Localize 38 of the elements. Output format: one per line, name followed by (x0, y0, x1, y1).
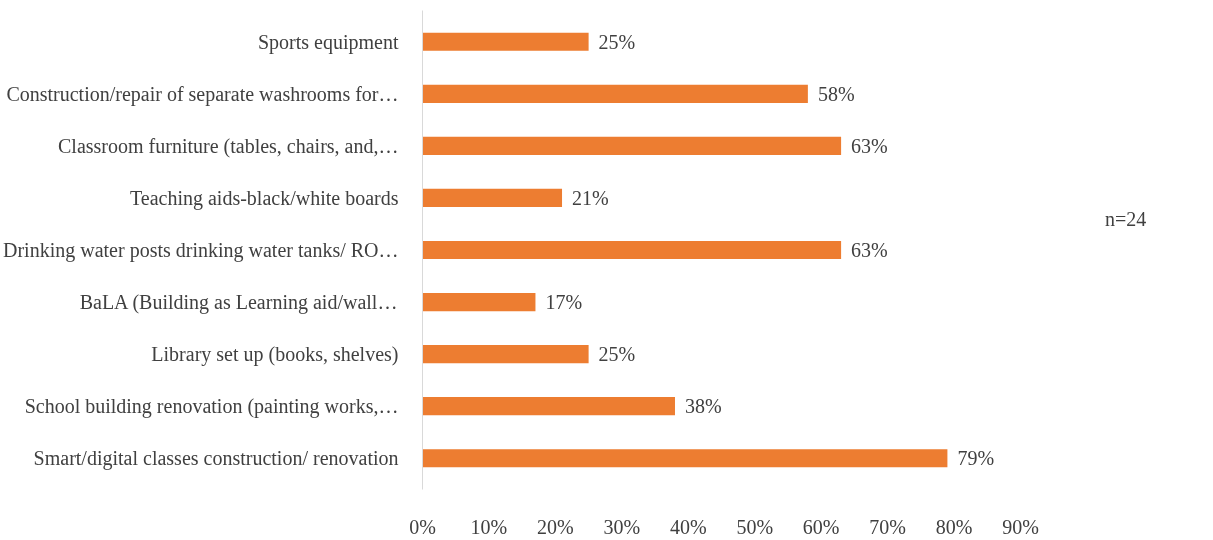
x-tick-label: 20% (537, 515, 574, 538)
bar (422, 84, 808, 103)
y-tick-label: BaLA (Building as Learning aid/wall… (79, 291, 398, 315)
bar (422, 136, 842, 155)
bar (422, 188, 563, 208)
data-label: 17% (545, 291, 583, 314)
y-tick-label: Sports equipment (257, 30, 399, 54)
data-label: 63% (851, 134, 888, 157)
data-label: 79% (957, 447, 995, 470)
x-tick-label: 0% (409, 515, 436, 538)
y-tick-label: Drinking water posts drinking water tanks/ RO… (3, 239, 399, 262)
x-tick-label: 90% (1002, 515, 1039, 538)
bar (422, 240, 842, 260)
x-tick-label: 10% (470, 515, 508, 538)
y-tick-label: School building renovation (painting works,… (24, 395, 399, 419)
y-tick-label: Construction/repair of separate washrooms for… (6, 82, 399, 106)
data-label: 63% (851, 239, 888, 261)
y-tick-label: Teaching aids-black/white boards (129, 186, 399, 210)
x-tick-label: 80% (935, 515, 973, 538)
bar (422, 449, 948, 468)
data-label: 58% (817, 82, 855, 105)
x-tick-label: 40% (669, 515, 707, 538)
text: n=24 (1105, 207, 1147, 232)
bar (422, 345, 589, 364)
y-tick-label: Smart/digital classes construction/ renovation (33, 447, 399, 471)
bar (422, 32, 589, 51)
x-tick-label: 50% (736, 515, 774, 538)
bar (422, 397, 675, 416)
x-tick-label: 30% (603, 515, 641, 538)
data-label: 25% (598, 343, 636, 366)
x-tick-label: 60% (802, 515, 840, 538)
data-label: 25% (598, 30, 636, 53)
x-tick-label: 70% (869, 515, 906, 538)
y-tick-label: Classroom furniture (tables, chairs, and,… (58, 134, 399, 158)
y-tick-label: Library set up (books, shelves) (151, 343, 399, 367)
bar (422, 292, 536, 312)
data-label: 21% (572, 186, 609, 209)
data-label: 38% (684, 395, 722, 418)
